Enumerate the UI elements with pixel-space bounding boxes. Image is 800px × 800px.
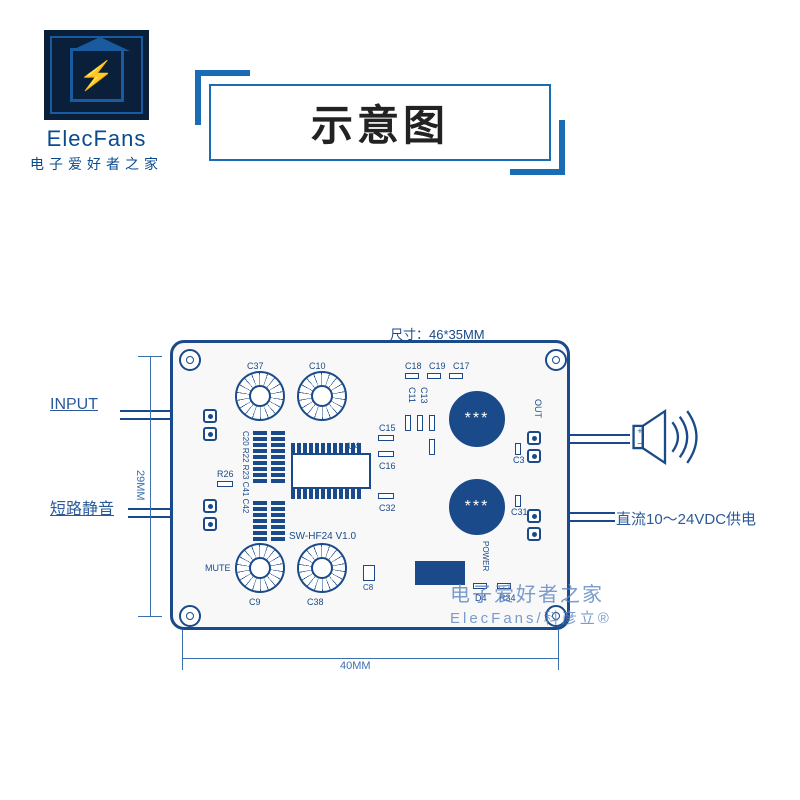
silk-power: POWER: [481, 541, 490, 571]
silk-out: OUT: [533, 399, 543, 418]
silk-mute: MUTE: [205, 563, 231, 573]
silk-ref: C11: [407, 387, 417, 403]
mount-hole: [545, 349, 567, 371]
silk-ref: C32: [379, 503, 396, 513]
mount-hole: [179, 349, 201, 371]
silk-ref: R26: [217, 469, 234, 479]
pads-out: [527, 431, 541, 463]
capacitor: [297, 371, 347, 421]
capacitor: [235, 543, 285, 593]
pads-input: [203, 409, 217, 441]
label-mute: 短路静音: [50, 495, 114, 519]
silk-ref: C13: [419, 387, 429, 404]
mount-hole: [179, 605, 201, 627]
watermark: 电子爱好者之家 ElecFans/科彦立®: [450, 578, 612, 628]
logo-text-cn: 电子爱好者之家: [30, 154, 163, 174]
schematic-diagram: 尺寸：46*35MM INPUT 短路静音 直流10～24VDC供电 + −: [0, 300, 800, 740]
logo-mark: ⚡: [44, 30, 149, 120]
label-power: 直流10～24VDC供电: [616, 508, 756, 529]
page-title: 示意图: [311, 92, 449, 153]
capacitor: [297, 543, 347, 593]
dim-height: 29MM: [134, 470, 146, 501]
svg-text:+: +: [637, 426, 642, 436]
brand-logo: ⚡ ElecFans 电子爱好者之家: [30, 30, 163, 174]
pads-mute: [203, 499, 217, 531]
silk-ref: C37: [247, 361, 264, 371]
amplifier-ic: [291, 453, 371, 489]
dim-width: 40MM: [340, 660, 371, 672]
silk-ref: C18: [405, 361, 422, 371]
title-badge: 示意图: [195, 70, 565, 175]
silk-ref: C15: [379, 423, 396, 433]
silk-ref: C3: [513, 455, 525, 465]
inductor: ***: [449, 391, 505, 447]
capacitor: [235, 371, 285, 421]
silk-ref: C31: [511, 507, 528, 517]
silk-ref: C19: [429, 361, 446, 371]
silk-ref: C9: [249, 597, 261, 607]
silk-ref: C17: [453, 361, 470, 371]
silk-ref: C16: [379, 461, 396, 471]
inductor: ***: [449, 479, 505, 535]
speaker-icon: + −: [628, 400, 702, 474]
logo-text-en: ElecFans: [47, 126, 147, 152]
silk-ref: C10: [309, 361, 326, 371]
pads-power: [527, 509, 541, 541]
silk-board-name: SW-HF24 V1.0: [289, 531, 356, 542]
label-input: INPUT: [50, 396, 98, 414]
svg-text:−: −: [637, 438, 642, 448]
lightning-icon: ⚡: [77, 59, 117, 92]
silk-ref: C38: [307, 597, 324, 607]
